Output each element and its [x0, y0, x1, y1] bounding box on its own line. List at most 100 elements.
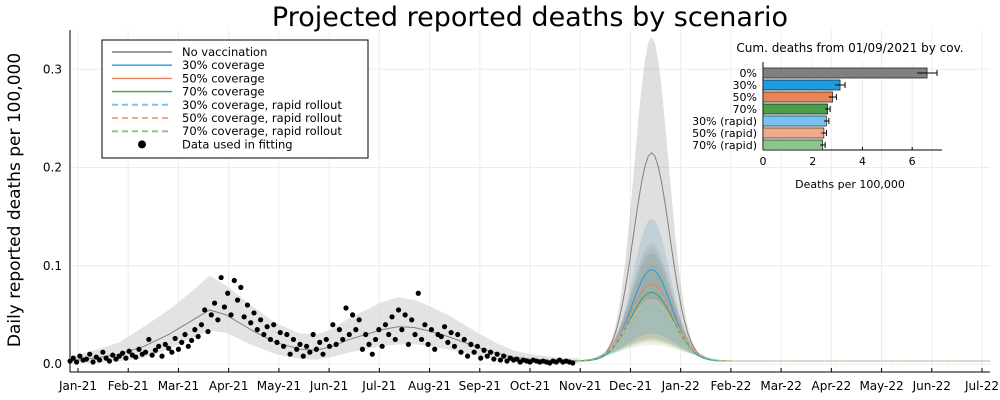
x-tick-label: Apr-21: [209, 379, 249, 393]
inset-x-tick-label: 0: [760, 155, 767, 168]
projection-band: [562, 272, 990, 362]
projection-band: [562, 252, 990, 362]
inset-x-tick-label: 4: [859, 155, 866, 168]
data-point: [294, 346, 300, 352]
data-point: [234, 297, 241, 303]
x-tick-label: Jul-22: [964, 379, 999, 393]
data-point: [307, 349, 313, 355]
inset-x-tick-label: 2: [809, 155, 816, 168]
inset-category-label: 30%: [733, 79, 757, 92]
legend-label: 30% coverage: [182, 58, 265, 72]
data-point: [83, 356, 90, 362]
data-point: [136, 346, 142, 352]
data-point: [215, 317, 221, 323]
inset-bar: [762, 139, 823, 151]
data-point: [267, 336, 274, 343]
data-point: [185, 343, 191, 349]
data-point: [280, 343, 287, 349]
inset-x-axis-label: Deaths per 100,000: [795, 178, 905, 191]
data-point: [142, 349, 149, 355]
projection-line: [562, 306, 990, 362]
data-point: [169, 349, 175, 355]
data-point: [188, 337, 195, 344]
data-point: [110, 352, 116, 358]
chart-title: Projected reported deaths by scenario: [272, 2, 788, 33]
data-point: [205, 328, 211, 335]
legend-label: 30% coverage, rapid rollout: [182, 98, 342, 112]
x-tick-label: Sep-21: [459, 379, 501, 393]
data-point: [497, 357, 504, 363]
data-point: [478, 355, 484, 361]
x-tick-label: Aug-21: [408, 379, 451, 393]
data-point: [146, 336, 152, 343]
data-point: [77, 353, 83, 359]
x-tick-label: Mar-22: [760, 379, 801, 393]
data-point: [254, 327, 260, 333]
x-tick-label: Nov-21: [559, 379, 602, 393]
data-point: [363, 331, 369, 338]
x-tick-label: Apr-22: [812, 379, 852, 393]
inset-category-label: 50%: [733, 91, 757, 104]
data-point: [297, 341, 303, 347]
data-point: [251, 310, 257, 316]
inset-title: Cum. deaths from 01/09/2021 by cov.: [736, 41, 963, 55]
data-point: [218, 274, 224, 281]
data-point: [303, 343, 310, 349]
data-point: [179, 339, 185, 345]
fit-uncertainty-band: [70, 275, 580, 364]
y-tick-label: 0.1: [43, 259, 62, 273]
legend-label: 70% coverage: [182, 85, 265, 99]
data-point: [133, 354, 139, 360]
data-point: [389, 314, 395, 320]
data-point: [330, 322, 336, 328]
data-point: [405, 341, 412, 347]
data-point: [379, 343, 385, 349]
data-point: [494, 351, 500, 357]
inset-bar: [762, 67, 928, 79]
data-point: [238, 284, 244, 290]
data-point: [300, 353, 306, 359]
data-point: [225, 290, 231, 296]
data-point: [425, 341, 431, 347]
data-point: [271, 322, 277, 328]
data-point: [356, 317, 362, 323]
data-point: [412, 331, 418, 338]
projection-band: [562, 262, 990, 362]
data-point: [468, 341, 474, 347]
x-tick-label: May-21: [257, 379, 301, 393]
data-point: [165, 345, 172, 351]
x-tick-label: Jun-21: [309, 379, 348, 393]
data-point: [481, 347, 487, 353]
data-point: [464, 353, 471, 359]
legend-box: [101, 39, 369, 159]
data-point: [570, 360, 576, 366]
inset-category-label: 30% (rapid): [692, 115, 757, 128]
legend-marker: [138, 140, 146, 149]
x-tick-label: Dec-21: [609, 379, 652, 393]
inset-bar: [762, 103, 828, 115]
data-point: [149, 352, 155, 358]
inset-bar: [762, 91, 833, 103]
data-point: [336, 327, 343, 333]
data-point: [474, 343, 481, 349]
x-tick-label: Jul-21: [361, 379, 396, 393]
data-point: [428, 327, 435, 333]
data-point: [445, 339, 451, 345]
data-point: [231, 277, 237, 284]
data-point: [366, 341, 372, 347]
data-point: [192, 327, 198, 333]
x-tick-label: Jan-22: [661, 379, 700, 393]
inset-category-label: 70%: [733, 103, 757, 116]
data-point: [175, 346, 182, 352]
data-point: [326, 343, 333, 349]
x-tick-label: May-22: [859, 379, 903, 393]
data-point: [244, 302, 251, 308]
data-point: [290, 336, 297, 343]
x-tick-label: Jan-21: [58, 379, 97, 393]
projection-band: [562, 243, 990, 362]
data-point: [349, 312, 356, 318]
inset-category-label: 50% (rapid): [692, 127, 757, 140]
y-tick-label: 0.0: [43, 357, 62, 371]
